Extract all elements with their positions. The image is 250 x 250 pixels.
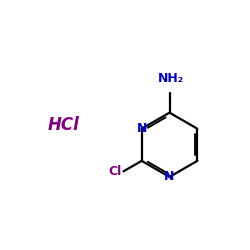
Text: NH₂: NH₂	[158, 72, 184, 86]
Text: N: N	[136, 122, 147, 135]
Text: Cl: Cl	[108, 165, 122, 178]
Text: HCl: HCl	[47, 116, 79, 134]
Text: N: N	[164, 170, 175, 183]
